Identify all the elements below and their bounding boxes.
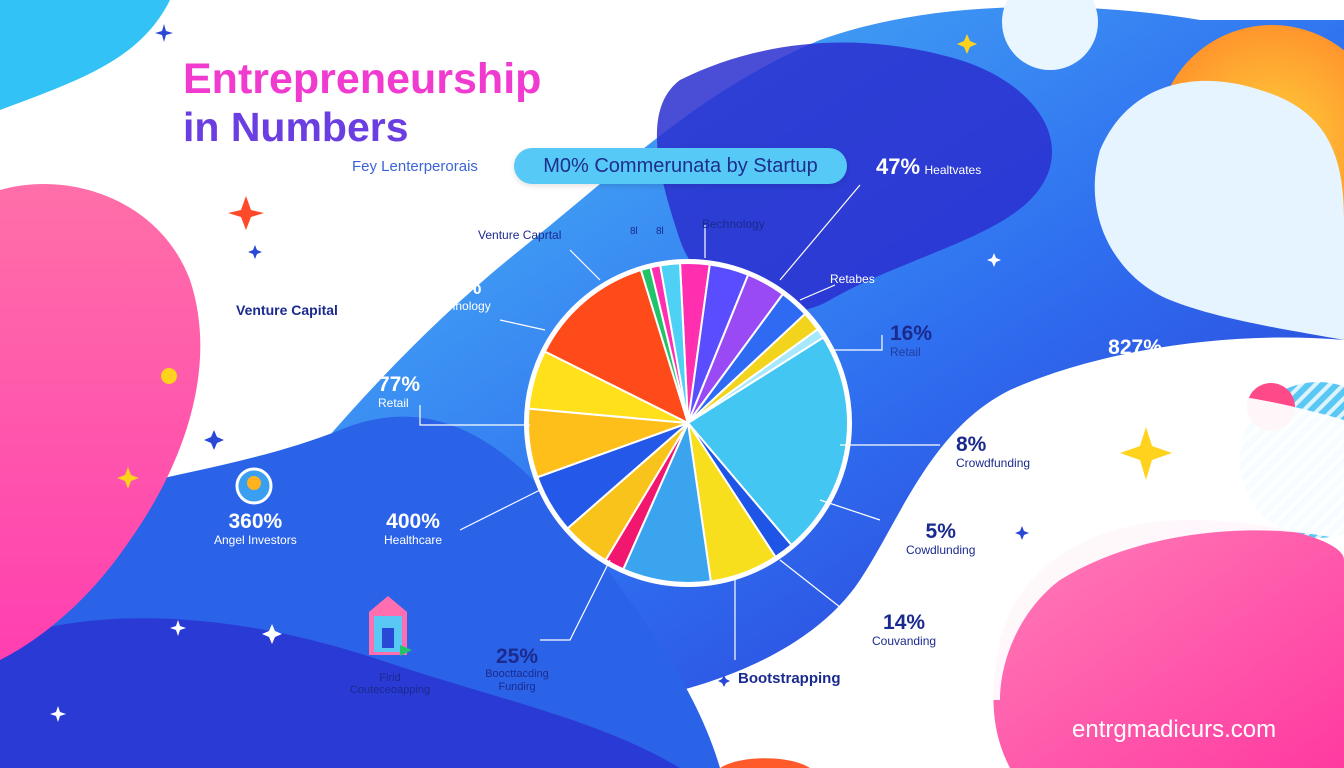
label-j-cat: Boocttacding Fundirg <box>485 668 549 694</box>
house-icon <box>369 596 412 656</box>
leader-line <box>499 319 546 331</box>
label-m-pct: 35% <box>439 276 482 299</box>
label-e-pct: 827% <box>1108 336 1162 359</box>
tiny-label-2: 8l <box>656 226 664 237</box>
label-e-cat: Cortar Rundurs <box>1094 359 1177 374</box>
label-j-pct: 25% <box>495 645 539 668</box>
label-c: Retabes <box>830 272 875 286</box>
label-a-cat: Healtvates <box>924 163 982 177</box>
label-g: 5% Cowdlunding <box>906 520 975 557</box>
label-k-pct: 400% <box>386 510 440 533</box>
leader-line <box>419 405 530 426</box>
label-m-cat: Technology <box>430 299 491 314</box>
sparkle-icon <box>155 24 1029 687</box>
label-h: 14% Couvanding <box>872 611 936 648</box>
label-a: 47% Healtvates <box>876 154 981 180</box>
leader-line <box>459 489 541 531</box>
label-n: Venture Caprtal <box>478 228 562 242</box>
leader-line <box>799 284 836 301</box>
leader-line <box>779 559 851 616</box>
label-d-cat: Retail <box>890 345 921 360</box>
label-d-pct: 16% <box>890 322 933 345</box>
label-g-cat: Cowdlunding <box>906 543 976 558</box>
label-e: 827% Cortar Rundurs <box>1094 336 1176 373</box>
label-m: 35% Technology <box>430 276 491 313</box>
label-k: 400% Healthcare <box>384 510 442 547</box>
label-p-cat: Angel Investors <box>214 533 297 548</box>
title-line-2: in Numbers <box>183 104 409 150</box>
label-h-cat: Couvanding <box>872 634 937 649</box>
label-l-pct: 77% <box>378 373 421 396</box>
pie-slice-18 <box>659 262 689 424</box>
label-o: Venture Capital <box>236 302 338 318</box>
label-b: Bechnology <box>702 217 765 231</box>
label-p: 360% Angel Investors <box>214 510 297 547</box>
label-a-pct: 47% <box>876 154 921 179</box>
label-j: 25% Boocttacding Fundirg <box>472 645 562 694</box>
label-l-cat: Retail <box>378 396 409 411</box>
page-title: Entrepreneurship in Numbers <box>183 58 541 148</box>
label-q: Firid Couteceoapping <box>349 672 431 696</box>
leader-line <box>830 335 883 351</box>
pie-slice-9 <box>621 419 712 584</box>
label-k-cat: Healthcare <box>384 533 443 548</box>
label-d: 16% Retail <box>890 322 932 359</box>
website-footer: entrgmadicurs.com <box>1072 716 1277 743</box>
label-i: Bootstrapping <box>738 670 841 687</box>
headline-pill: M0% Commerunata by Startup <box>514 148 847 184</box>
label-f-cat: Crowdfunding <box>956 456 1031 471</box>
label-g-pct: 5% <box>925 520 956 543</box>
target-icon <box>235 467 273 505</box>
pie-slice-6 <box>686 336 849 547</box>
dot-icon <box>161 368 177 384</box>
label-f-pct: 8% <box>956 433 987 456</box>
label-l: 77% Retail <box>378 373 420 410</box>
leader-line <box>540 559 611 641</box>
pie-outline <box>524 259 852 587</box>
star-icon <box>117 34 1172 489</box>
title-line-1: Entrepreneurship <box>183 55 542 103</box>
label-h-pct: 14% <box>883 611 926 634</box>
leader-line <box>779 184 861 281</box>
subtitle: Fey Lenterperorais <box>352 158 478 175</box>
label-f: 8% Crowdfunding <box>956 433 1030 470</box>
sparkle-icon <box>50 253 1001 722</box>
leader-line <box>819 499 881 521</box>
tiny-label-1: 8l <box>630 226 638 237</box>
label-p-pct: 360% <box>228 510 283 533</box>
leader-line <box>569 249 601 281</box>
sparkle-icon <box>228 196 264 230</box>
